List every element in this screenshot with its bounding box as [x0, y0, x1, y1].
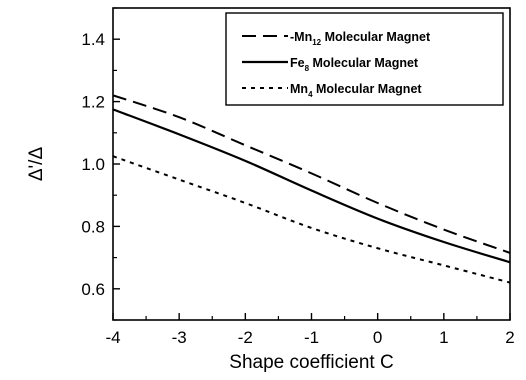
series-line-mn12	[112, 94, 511, 254]
x-tick-label: 0	[373, 328, 382, 347]
series-line-mn4	[112, 155, 511, 284]
x-tick-label: 1	[439, 328, 448, 347]
y-tick-label: 0.6	[81, 280, 105, 299]
x-tick-label: -1	[304, 328, 319, 347]
y-axis-title: Δ'/Δ	[26, 147, 47, 182]
x-tick-label: 2	[505, 328, 514, 347]
legend: -Mn12 Molecular Magnet Fe8 Molecular Magn…	[225, 12, 504, 106]
x-axis-title: Shape coefficient C	[229, 352, 393, 373]
x-tick-label: -2	[238, 328, 253, 347]
legend-label-mn4: Mn4 Molecular Magnet	[290, 82, 422, 99]
legend-label-mn12: -Mn12 Molecular Magnet	[290, 30, 431, 47]
plot-frame	[112, 7, 511, 321]
x-tick-label: -3	[172, 328, 187, 347]
y-tick-label: 1.4	[81, 30, 105, 49]
axes-layer: -4 -3 -2 -1 0 1 2 0.6 0.8 1.0 1.2 1.4	[81, 7, 515, 347]
y-tick-label: 1.2	[81, 93, 105, 112]
legend-label-fe8: Fe8 Molecular Magnet	[290, 56, 419, 73]
legend-box	[225, 12, 504, 106]
series-layer	[112, 94, 511, 284]
y-tick-label: 1.0	[81, 155, 105, 174]
y-tick-label: 0.8	[81, 217, 105, 236]
x-tick-label: -4	[105, 328, 120, 347]
series-line-fe8	[112, 108, 511, 264]
